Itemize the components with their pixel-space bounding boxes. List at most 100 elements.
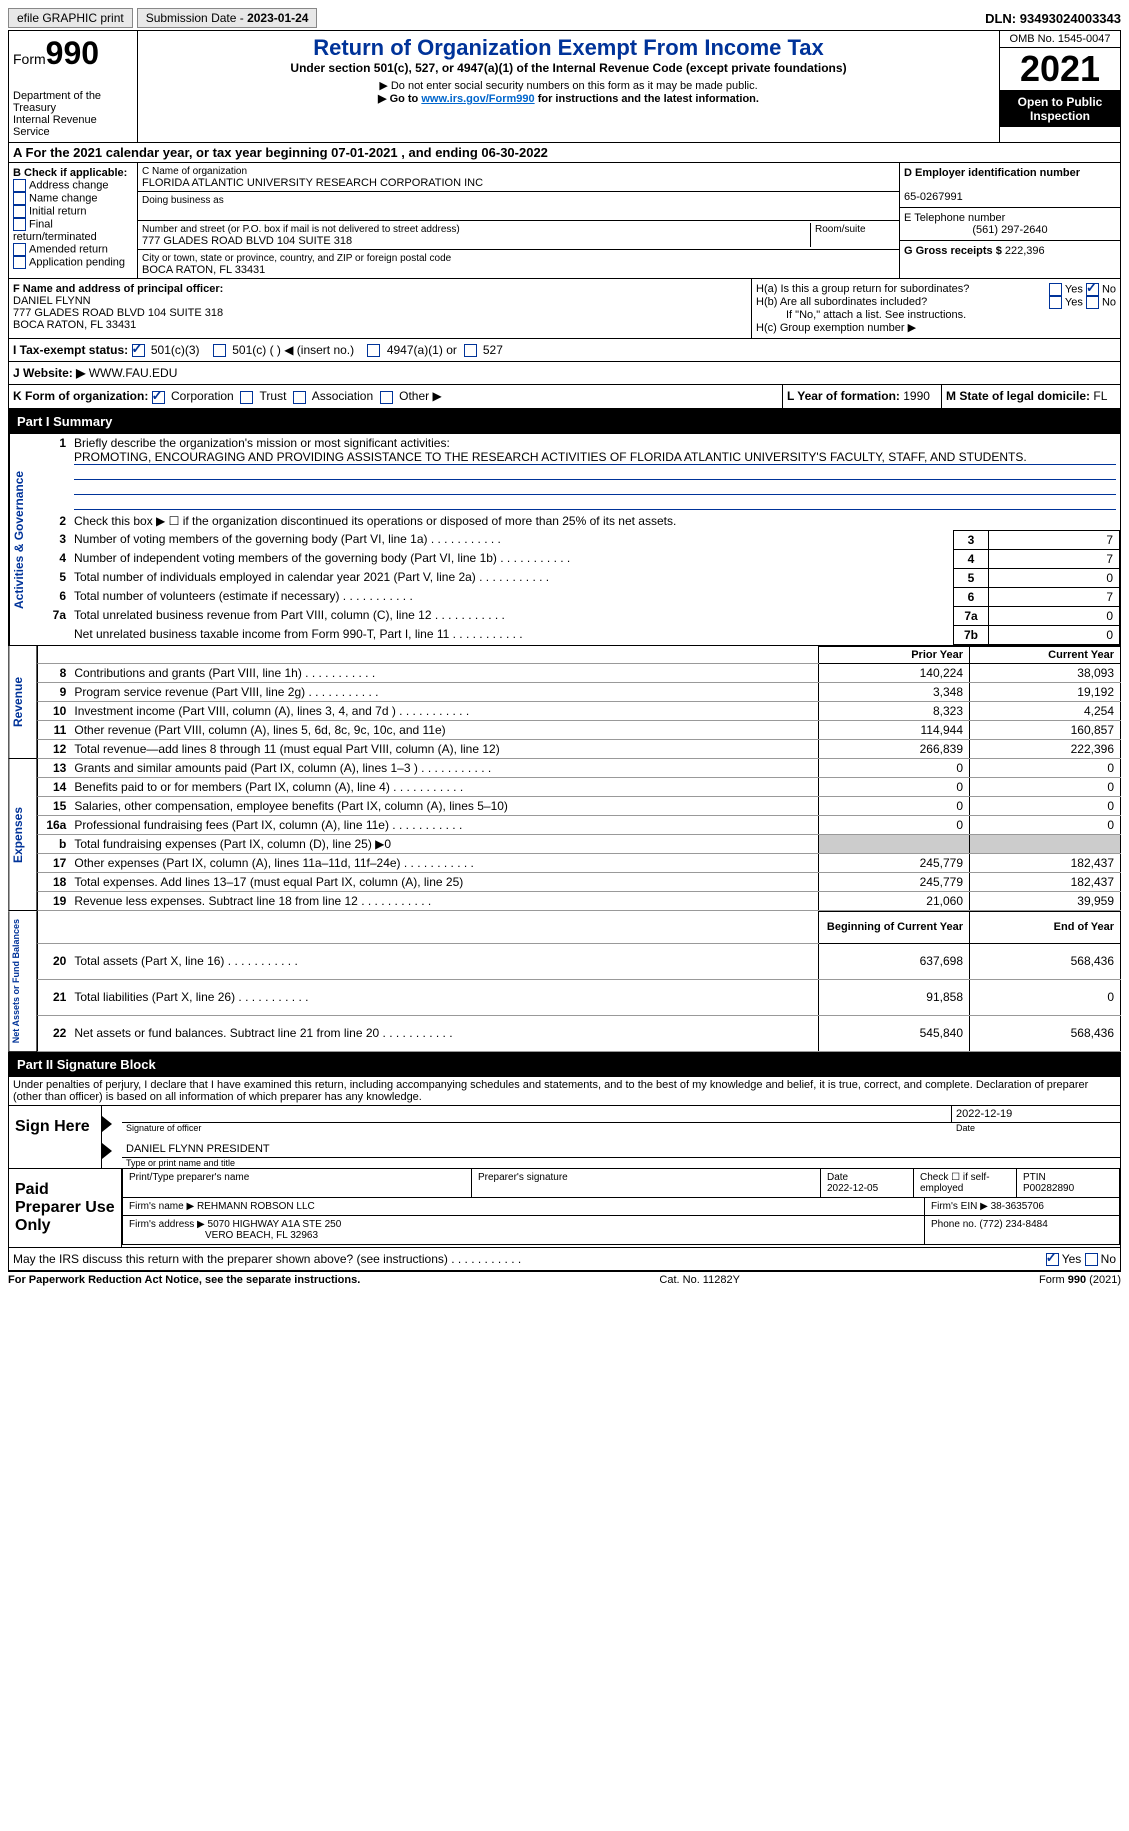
e18-p: 245,779	[819, 872, 970, 891]
na20-p: 637,698	[819, 943, 970, 979]
e15-p: 0	[819, 796, 970, 815]
prep-date: 2022-12-05	[827, 1183, 878, 1194]
r12-t: Total revenue—add lines 8 through 11 (mu…	[74, 742, 499, 756]
cb-501c3[interactable]	[132, 344, 145, 357]
sign-here-block: Sign Here 2022-12-19 Signature of office…	[8, 1106, 1121, 1169]
opt-527: 527	[483, 343, 503, 357]
k-assoc: Association	[312, 389, 373, 403]
checkbox-final[interactable]	[13, 218, 26, 231]
r9-c: 19,192	[970, 682, 1121, 701]
ha-no[interactable]	[1086, 283, 1099, 296]
na21-c: 0	[970, 979, 1121, 1015]
e16a-t: Professional fundraising fees (Part IX, …	[74, 818, 462, 832]
na21-p: 91,858	[819, 979, 970, 1015]
e19-c: 39,959	[970, 891, 1121, 910]
ptin-value: P00282890	[1023, 1183, 1074, 1194]
vert-ag: Activities & Governance	[9, 434, 38, 645]
part1-header: Part I Summary	[8, 409, 1121, 434]
city-label: City or town, state or province, country…	[142, 253, 451, 264]
l5-text: Total number of individuals employed in …	[74, 570, 549, 584]
m-value: FL	[1093, 389, 1107, 403]
r10-c: 4,254	[970, 701, 1121, 720]
e19-t: Revenue less expenses. Subtract line 18 …	[74, 894, 431, 908]
cb-4947[interactable]	[367, 344, 380, 357]
part2-header: Part II Signature Block	[8, 1052, 1121, 1077]
k-trust: Trust	[260, 389, 287, 403]
checkbox-amended[interactable]	[13, 243, 26, 256]
name-title: DANIEL FLYNN PRESIDENT	[122, 1133, 1120, 1158]
subdate-button[interactable]: Submission Date - 2023-01-24	[137, 8, 318, 28]
checkbox-initial[interactable]	[13, 205, 26, 218]
form-number: Form990	[13, 35, 133, 72]
e17-c: 182,437	[970, 853, 1121, 872]
org-addr: 777 GLADES ROAD BLVD 104 SUITE 318	[142, 235, 352, 247]
ha-yes[interactable]	[1049, 283, 1062, 296]
firm-addr-label: Firm's address ▶	[129, 1219, 208, 1230]
revenue-block: Revenue Prior YearCurrent Year 8Contribu…	[8, 646, 1121, 759]
cb-501c[interactable]	[213, 344, 226, 357]
checkbox-name-change[interactable]	[13, 192, 26, 205]
l3-text: Number of voting members of the governin…	[74, 532, 501, 546]
prep-date-label: Date	[827, 1172, 848, 1183]
cb-trust[interactable]	[240, 391, 253, 404]
opt-501c3: 501(c)(3)	[151, 343, 200, 357]
form-header: Form990 Department of the Treasury Inter…	[8, 31, 1121, 143]
na20-c: 568,436	[970, 943, 1121, 979]
section-h: H(a) Is this a group return for subordin…	[752, 279, 1120, 338]
col-b-label: B Check if applicable:	[13, 167, 127, 179]
check-self: Check ☐ if self-employed	[913, 1169, 1016, 1198]
cb-assoc[interactable]	[293, 391, 306, 404]
r12-c: 222,396	[970, 739, 1121, 758]
line2-text: Check this box ▶ ☐ if the organization d…	[70, 512, 1120, 531]
efile-button[interactable]: efile GRAPHIC print	[8, 8, 133, 28]
r11-t: Other revenue (Part VIII, column (A), li…	[74, 723, 445, 737]
yes-label: Yes	[1065, 283, 1083, 295]
note-link: ▶ Go to www.irs.gov/Form990 for instruct…	[142, 92, 995, 105]
v6: 7	[989, 587, 1120, 606]
arrow-icon	[102, 1143, 112, 1159]
phone-value: (561) 297-2640	[904, 224, 1116, 236]
cb-corp[interactable]	[152, 391, 165, 404]
cb-other[interactable]	[380, 391, 393, 404]
name-title-label: Type or print name and title	[122, 1158, 1120, 1168]
ein-value: 65-0267991	[904, 191, 963, 203]
irs-link[interactable]: www.irs.gov/Form990	[421, 93, 534, 105]
h-end: End of Year	[970, 911, 1121, 943]
r9-p: 3,348	[819, 682, 970, 701]
form-word: Form	[13, 51, 46, 67]
discuss-yes[interactable]	[1046, 1253, 1059, 1266]
hb-note: If "No," attach a list. See instructions…	[756, 309, 1116, 321]
na21-t: Total liabilities (Part X, line 26)	[74, 990, 308, 1004]
part1-title: Part I Summary	[17, 414, 112, 429]
sig-officer-line	[122, 1106, 951, 1123]
checkbox-pending[interactable]	[13, 256, 26, 269]
paid-preparer-block: Paid Preparer Use Only Print/Type prepar…	[8, 1169, 1121, 1248]
name-label: C Name of organization	[142, 166, 247, 177]
netassets-block: Net Assets or Fund Balances Beginning of…	[8, 911, 1121, 1052]
col-c: C Name of organization FLORIDA ATLANTIC …	[138, 163, 899, 278]
cb-label-4: Amended return	[29, 243, 108, 255]
section-klm-row: K Form of organization: Corporation Trus…	[8, 385, 1121, 408]
e16b-t: Total fundraising expenses (Part IX, col…	[74, 837, 391, 851]
firm-phone-label: Phone no.	[931, 1219, 979, 1230]
firm-addr2: VERO BEACH, FL 32963	[129, 1230, 318, 1241]
e16b-p	[819, 834, 970, 853]
r12-p: 266,839	[819, 739, 970, 758]
prep-name-label: Print/Type preparer's name	[122, 1169, 471, 1198]
m-label: M State of legal domicile:	[946, 389, 1093, 403]
firm-addr1: 5070 HIGHWAY A1A STE 250	[208, 1219, 342, 1230]
officer-addr1: 777 GLADES ROAD BLVD 104 SUITE 318	[13, 307, 223, 319]
h-prior: Prior Year	[819, 646, 970, 663]
arrow-icon	[102, 1116, 112, 1132]
sig-date-label: Date	[952, 1123, 1120, 1133]
firm-phone: (772) 234-8484	[979, 1219, 1047, 1230]
hb-no[interactable]	[1086, 296, 1099, 309]
discuss-no[interactable]	[1085, 1253, 1098, 1266]
checkbox-addr-change[interactable]	[13, 179, 26, 192]
dept-treasury: Department of the Treasury	[13, 90, 133, 114]
hb-yes[interactable]	[1049, 296, 1062, 309]
na22-p: 545,840	[819, 1015, 970, 1051]
cb-527[interactable]	[464, 344, 477, 357]
discuss-row: May the IRS discuss this return with the…	[8, 1248, 1121, 1271]
cb-label-5: Application pending	[29, 256, 125, 268]
